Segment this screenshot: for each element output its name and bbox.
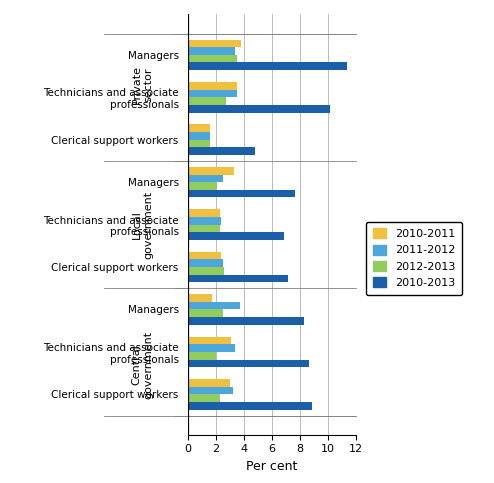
Bar xyxy=(188,337,231,344)
Bar xyxy=(188,217,221,225)
Text: Central
government: Central government xyxy=(131,330,153,399)
Bar xyxy=(188,387,233,395)
Legend: 2010-2011, 2011-2012, 2012-2013, 2010-2013: 2010-2011, 2011-2012, 2012-2013, 2010-20… xyxy=(366,222,462,295)
Bar xyxy=(188,174,223,182)
Bar xyxy=(188,182,217,190)
Bar xyxy=(188,259,223,267)
Bar xyxy=(188,379,230,387)
Bar xyxy=(188,294,211,302)
Bar xyxy=(188,82,237,90)
Bar xyxy=(188,147,255,155)
Bar xyxy=(188,62,347,70)
Bar xyxy=(188,302,240,310)
Bar xyxy=(188,310,223,317)
Bar xyxy=(188,105,330,113)
Bar xyxy=(188,352,216,359)
Bar xyxy=(188,267,224,275)
Bar xyxy=(188,40,241,47)
Bar xyxy=(188,232,284,240)
Bar xyxy=(188,275,288,283)
Bar xyxy=(188,132,210,140)
Bar xyxy=(188,225,220,232)
Bar xyxy=(188,47,235,55)
Bar xyxy=(188,359,309,367)
Bar xyxy=(188,55,237,62)
Bar xyxy=(188,252,221,259)
Bar xyxy=(188,402,312,410)
Text: Local
government: Local government xyxy=(131,190,153,259)
Bar xyxy=(188,395,220,402)
Bar xyxy=(188,344,235,352)
Bar xyxy=(188,140,210,147)
X-axis label: Per cent: Per cent xyxy=(246,460,297,473)
Text: Private
sector: Private sector xyxy=(131,65,153,104)
Bar xyxy=(188,125,210,132)
Bar xyxy=(188,190,295,198)
Bar xyxy=(188,317,304,325)
Bar xyxy=(188,97,225,105)
Bar xyxy=(188,90,237,97)
Bar xyxy=(188,167,234,174)
Bar xyxy=(188,209,220,217)
